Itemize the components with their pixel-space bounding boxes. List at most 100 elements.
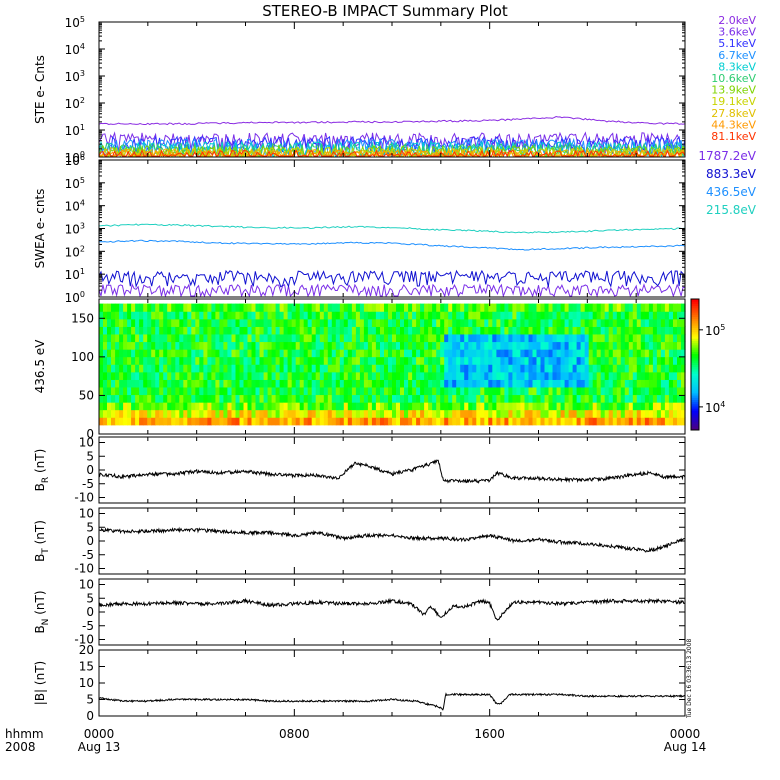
heatmap-cell	[572, 364, 578, 373]
heatmap-cell	[375, 356, 381, 365]
heatmap-cell	[592, 364, 598, 373]
heatmap-cell	[195, 371, 200, 380]
heatmap-cell	[211, 364, 217, 373]
heatmap-cell	[612, 349, 618, 358]
heatmap-cell	[315, 349, 321, 358]
heatmap-cell	[580, 386, 586, 396]
heatmap-cell	[311, 379, 317, 388]
heatmap-cell	[179, 349, 184, 358]
heatmap-cell	[608, 371, 614, 380]
heatmap-cell	[307, 417, 313, 426]
heatmap-cell	[492, 409, 497, 418]
heatmap-cell	[412, 371, 417, 380]
heatmap-cell	[496, 417, 502, 426]
heatmap-cell	[119, 341, 124, 350]
heatmap-cell	[544, 409, 550, 418]
heatmap-cell	[484, 341, 489, 350]
heatmap-cell	[620, 318, 626, 327]
heatmap-cell	[560, 394, 566, 403]
heatmap-cell	[440, 364, 445, 373]
heatmap-cell	[335, 394, 341, 403]
heatmap-cell	[568, 318, 574, 327]
heatmap-cell	[584, 402, 590, 411]
heatmap-cell	[681, 349, 686, 358]
heatmap-cell	[123, 409, 128, 418]
heatmap-cell	[187, 318, 192, 327]
heatmap-cell	[664, 356, 670, 365]
colorbar-cell	[691, 416, 699, 420]
heatmap-cell	[115, 394, 120, 403]
heatmap-cell	[616, 311, 622, 320]
heatmap-cell	[628, 394, 634, 403]
heatmap-cell	[135, 386, 140, 396]
heatmap-cell	[448, 349, 453, 358]
heatmap-cell	[444, 303, 449, 312]
heatmap-cell	[363, 364, 369, 373]
heatmap-cell	[588, 379, 594, 388]
heatmap-cell	[343, 311, 349, 320]
heatmap-cell	[628, 371, 634, 380]
heatmap-cell	[119, 394, 124, 403]
heatmap-cell	[315, 379, 321, 388]
heatmap-cell	[267, 341, 273, 350]
heatmap-cell	[175, 394, 180, 403]
heatmap-cell	[484, 356, 489, 365]
heatmap-cell	[476, 394, 481, 403]
heatmap-cell	[576, 311, 582, 320]
heatmap-cell	[235, 326, 241, 335]
heatmap-cell	[520, 311, 526, 320]
colorbar-cell	[691, 427, 699, 431]
heatmap-cell	[315, 333, 321, 343]
heatmap-cell	[199, 356, 204, 365]
heatmap-cell	[111, 311, 116, 320]
heatmap-cell	[528, 333, 534, 343]
heatmap-cell	[392, 349, 397, 358]
heatmap-cell	[500, 364, 506, 373]
heatmap-cell	[187, 356, 192, 365]
heatmap-cell	[380, 311, 385, 320]
heatmap-cell	[255, 349, 261, 358]
heatmap-cell	[548, 394, 554, 403]
heatmap-cell	[115, 364, 120, 373]
heatmap-cell	[432, 409, 437, 418]
heatmap-cell	[163, 326, 168, 335]
heatmap-cell	[131, 341, 136, 350]
heatmap-cell	[484, 417, 489, 426]
heatmap-cell	[608, 333, 614, 343]
heatmap-cell	[528, 318, 534, 327]
heatmap-cell	[287, 303, 293, 312]
panel-frame	[98, 507, 686, 575]
colorbar-cell	[691, 327, 699, 331]
heatmap-cell	[247, 318, 253, 327]
y-tick-label: 100	[65, 290, 85, 305]
heatmap-cell	[107, 318, 112, 327]
heatmap-cell	[263, 364, 269, 373]
heatmap-cell	[677, 318, 682, 327]
heatmap-cell	[287, 326, 293, 335]
heatmap-cell	[319, 409, 325, 418]
heatmap-cell	[677, 417, 682, 426]
heatmap-cell	[167, 417, 172, 426]
heatmap-cell	[444, 379, 449, 388]
heatmap-cell	[243, 311, 249, 320]
heatmap-cell	[604, 409, 610, 418]
heatmap-cell	[167, 326, 172, 335]
colorbar-cell	[691, 349, 699, 352]
heatmap-cell	[299, 364, 305, 373]
heatmap-cell	[123, 341, 128, 350]
heatmap-cell	[335, 341, 341, 350]
heatmap-cell	[327, 379, 333, 388]
heatmap-cell	[500, 402, 506, 411]
heatmap-cell	[327, 303, 333, 312]
heatmap-cell	[203, 409, 209, 418]
heatmap-cell	[424, 356, 429, 365]
heatmap-cell	[151, 371, 156, 380]
heatmap-cell	[436, 379, 441, 388]
heatmap-cell	[139, 379, 144, 388]
heatmap-cell	[247, 409, 253, 418]
heatmap-cell	[472, 409, 477, 418]
heatmap-cell	[432, 303, 437, 312]
heatmap-cell	[159, 303, 164, 312]
heatmap-cell	[548, 333, 554, 343]
